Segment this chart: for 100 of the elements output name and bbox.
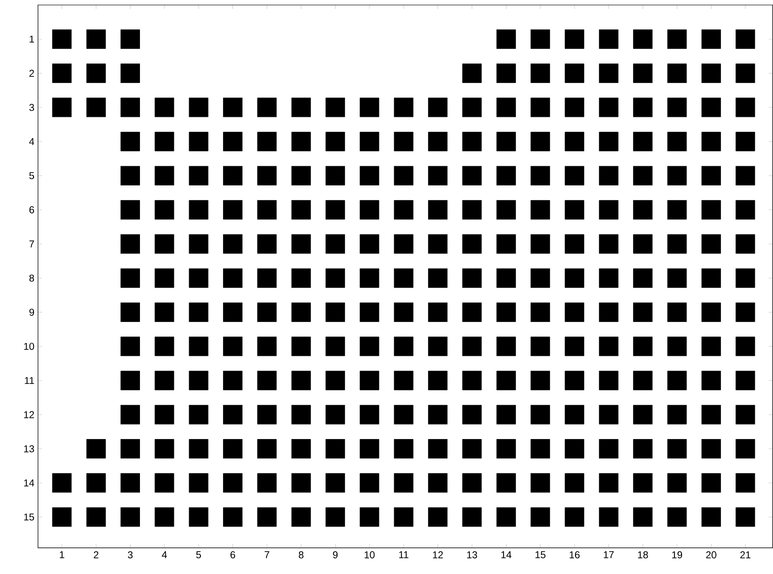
point xyxy=(326,132,345,152)
y-tick-label: 4 xyxy=(29,138,34,146)
x-tick-label: 17 xyxy=(604,551,614,558)
x-tick-label: 5 xyxy=(196,551,201,558)
point xyxy=(120,234,140,254)
point xyxy=(154,473,174,493)
point xyxy=(564,98,584,118)
point xyxy=(736,507,756,527)
point xyxy=(667,200,687,220)
point xyxy=(701,439,721,459)
point xyxy=(223,302,242,322)
point xyxy=(120,302,140,322)
point xyxy=(598,98,618,118)
point xyxy=(701,405,721,424)
point xyxy=(291,405,311,424)
point xyxy=(120,439,140,459)
point xyxy=(120,200,140,220)
point xyxy=(667,30,687,49)
point xyxy=(564,507,584,527)
point xyxy=(257,370,277,390)
point xyxy=(736,234,756,254)
point xyxy=(360,132,380,152)
point xyxy=(530,234,550,254)
point xyxy=(598,302,618,322)
point xyxy=(188,405,208,424)
point xyxy=(667,507,687,527)
point xyxy=(291,98,311,118)
point xyxy=(360,268,380,288)
x-tick-label: 14 xyxy=(501,551,512,558)
point xyxy=(326,507,345,527)
point xyxy=(360,473,380,493)
point xyxy=(496,370,516,390)
point xyxy=(120,507,140,527)
y-tick-label: 8 xyxy=(29,274,34,282)
point xyxy=(462,439,482,459)
point xyxy=(530,30,550,49)
point xyxy=(633,336,653,356)
point xyxy=(326,473,345,493)
point xyxy=(633,507,653,527)
point xyxy=(428,507,448,527)
point xyxy=(257,473,277,493)
point xyxy=(257,439,277,459)
point xyxy=(257,268,277,288)
point xyxy=(462,234,482,254)
point xyxy=(326,268,345,288)
point xyxy=(326,439,345,459)
point xyxy=(667,132,687,152)
point xyxy=(530,439,550,459)
point xyxy=(257,132,277,152)
point xyxy=(52,473,72,493)
y-tick-label: 12 xyxy=(24,411,34,418)
point xyxy=(598,200,618,220)
point xyxy=(360,98,380,118)
point xyxy=(86,439,106,459)
point xyxy=(154,98,174,118)
point xyxy=(462,405,482,424)
point xyxy=(496,507,516,527)
point xyxy=(86,98,106,118)
point xyxy=(394,405,414,424)
point xyxy=(701,234,721,254)
x-tick-label: 11 xyxy=(399,551,408,558)
point xyxy=(633,132,653,152)
point xyxy=(360,405,380,424)
y-tick-label: 6 xyxy=(29,206,34,214)
x-tick-label: 9 xyxy=(332,551,338,558)
y-tick-label: 14 xyxy=(24,480,34,486)
point xyxy=(598,473,618,493)
point xyxy=(701,30,721,49)
point xyxy=(394,302,414,322)
point xyxy=(291,234,311,254)
point xyxy=(257,200,277,220)
point xyxy=(564,302,584,322)
point xyxy=(564,30,584,49)
point xyxy=(736,336,756,356)
point xyxy=(360,234,380,254)
point xyxy=(154,234,174,254)
point xyxy=(462,507,482,527)
point xyxy=(120,132,140,152)
point xyxy=(462,98,482,118)
point xyxy=(86,473,106,493)
point xyxy=(530,268,550,288)
point xyxy=(360,336,380,356)
point xyxy=(598,64,618,84)
point xyxy=(428,336,448,356)
y-tick-label: 15 xyxy=(24,514,34,521)
point xyxy=(360,166,380,186)
point xyxy=(257,405,277,424)
point xyxy=(530,336,550,356)
point xyxy=(667,405,687,424)
point xyxy=(530,64,550,84)
y-tick-label: 13 xyxy=(24,445,34,452)
x-tick-label: 10 xyxy=(364,551,375,558)
point xyxy=(188,473,208,493)
point xyxy=(736,302,756,322)
point xyxy=(86,64,106,84)
point xyxy=(223,439,242,459)
point xyxy=(223,98,242,118)
point xyxy=(530,200,550,220)
point xyxy=(223,200,242,220)
point xyxy=(530,132,550,152)
